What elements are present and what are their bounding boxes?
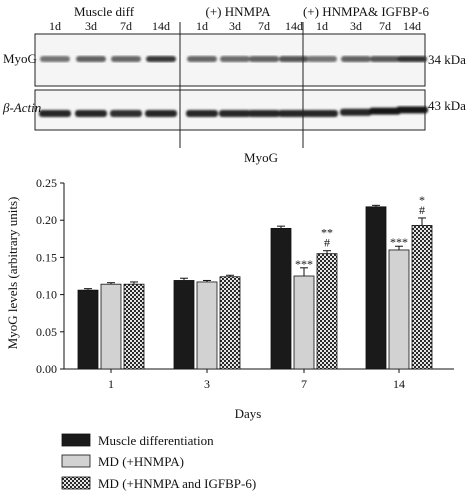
myog-band xyxy=(76,56,106,62)
x-axis-label: Days xyxy=(235,406,262,421)
actin-band xyxy=(369,107,401,115)
y-tick-label: 0.10 xyxy=(36,288,57,302)
actin-band xyxy=(396,106,428,114)
bar xyxy=(411,225,433,370)
x-tick-label: 14 xyxy=(393,377,405,391)
myog-band xyxy=(111,56,141,62)
myog-band xyxy=(146,56,176,62)
blot-row-label: MyoG xyxy=(3,51,37,66)
lane-label: 14d xyxy=(285,19,303,33)
legend-swatch xyxy=(61,454,91,468)
significance-label: # xyxy=(419,203,425,217)
actin-band xyxy=(248,110,280,117)
y-tick-label: 0.15 xyxy=(36,250,57,264)
lane-label: 7d xyxy=(258,19,270,33)
actin-bands xyxy=(39,106,428,117)
lane-labels: 1d 3d 7d 14d 1d 3d 7d 14d 1d 3d 7d 14d xyxy=(49,19,421,33)
myog-band xyxy=(341,56,371,62)
actin-band xyxy=(219,110,251,117)
actin-band xyxy=(110,110,142,117)
significance-label: * xyxy=(419,193,425,207)
significance-label: # xyxy=(324,236,330,250)
lane-label: 14d xyxy=(403,19,421,33)
blot-kda-label: 43 kDa xyxy=(428,98,466,113)
bars: ******#**#* xyxy=(77,193,433,370)
chart-title: MyoG xyxy=(244,150,278,165)
bar xyxy=(270,227,292,370)
actin-band xyxy=(278,110,310,117)
legend: Muscle differentiation MD (+HNMPA) MD (+HN… xyxy=(61,433,256,491)
y-axis-label: MyoG levels (arbitrary units) xyxy=(5,197,20,350)
legend-label: MD (+HNMPA and IGFBP-6) xyxy=(98,476,256,491)
blot-row-label: β-Actin xyxy=(2,100,41,115)
y-tick-label: 0.25 xyxy=(36,176,57,190)
lane-label: 1d xyxy=(196,19,208,33)
lane-label: 14d xyxy=(152,19,170,33)
actin-band xyxy=(306,110,338,117)
bar xyxy=(365,206,387,370)
actin-band xyxy=(340,108,372,116)
lane-label: 3d xyxy=(350,19,362,33)
bar-chart: MyoG MyoG levels (arbitrary units) Days … xyxy=(5,150,454,491)
blot-group-label: Muscle diff xyxy=(74,4,135,19)
actin-band xyxy=(145,110,177,117)
myog-band xyxy=(249,56,279,62)
legend-label: Muscle differentiation xyxy=(98,433,214,448)
y-tick-label: 0.00 xyxy=(36,362,57,376)
significance-label: *** xyxy=(295,257,313,271)
legend-swatch xyxy=(61,433,91,447)
bar xyxy=(316,253,338,370)
bar xyxy=(173,280,195,370)
bar xyxy=(293,275,315,370)
myog-band xyxy=(279,56,309,62)
actin-band xyxy=(186,110,218,117)
myog-band xyxy=(397,56,427,62)
x-tick-label: 7 xyxy=(301,377,307,391)
bar xyxy=(77,289,99,370)
y-tick-label: 0.20 xyxy=(36,213,57,227)
lane-label: 1d xyxy=(49,19,61,33)
myog-band xyxy=(220,56,250,62)
lane-label: 1d xyxy=(316,19,328,33)
bar xyxy=(100,283,122,370)
legend-label: MD (+HNMPA) xyxy=(98,454,184,469)
actin-band xyxy=(75,110,107,117)
blot-kda-label: 34 kDa xyxy=(428,52,466,67)
myog-band xyxy=(40,56,70,62)
bar xyxy=(123,283,145,370)
lane-label: 3d xyxy=(229,19,241,33)
x-tick-label: 1 xyxy=(108,377,114,391)
myog-band xyxy=(187,56,217,62)
lane-label: 7d xyxy=(379,19,391,33)
bar xyxy=(219,276,241,370)
blot-group-label: (+) HNMPA xyxy=(206,4,272,19)
myog-bands xyxy=(40,56,427,62)
y-tick-label: 0.05 xyxy=(36,325,57,339)
x-tick-label: 3 xyxy=(204,377,210,391)
significance-label: ** xyxy=(321,226,333,240)
lane-label: 3d xyxy=(85,19,97,33)
bar xyxy=(388,249,410,370)
legend-swatch xyxy=(61,476,91,490)
myog-band xyxy=(307,56,337,62)
significance-label: *** xyxy=(390,235,408,249)
bar xyxy=(196,281,218,370)
blot-group-label: (+) HNMPA& IGFBP-6 xyxy=(303,4,430,19)
myog-band xyxy=(370,56,400,62)
actin-band xyxy=(39,110,71,117)
lane-label: 7d xyxy=(120,19,132,33)
western-blot: Muscle diff (+) HNMPA (+) HNMPA& IGFBP-6… xyxy=(2,4,466,148)
